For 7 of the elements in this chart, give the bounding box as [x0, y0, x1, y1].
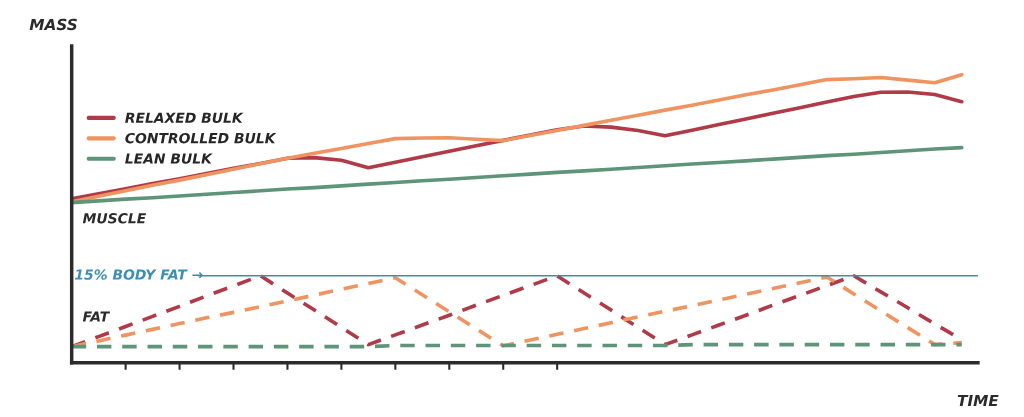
annotation: FAT [82, 311, 111, 322]
x-axis-title: TIME [957, 394, 999, 407]
legend-label: CONTROLLED BULK [125, 132, 277, 144]
annotation: MUSCLE [82, 213, 147, 224]
legend-label: LEAN BULK [125, 153, 213, 164]
legend-label: RELAXED BULK [125, 112, 244, 123]
y-axis-title: MASS [29, 18, 77, 31]
